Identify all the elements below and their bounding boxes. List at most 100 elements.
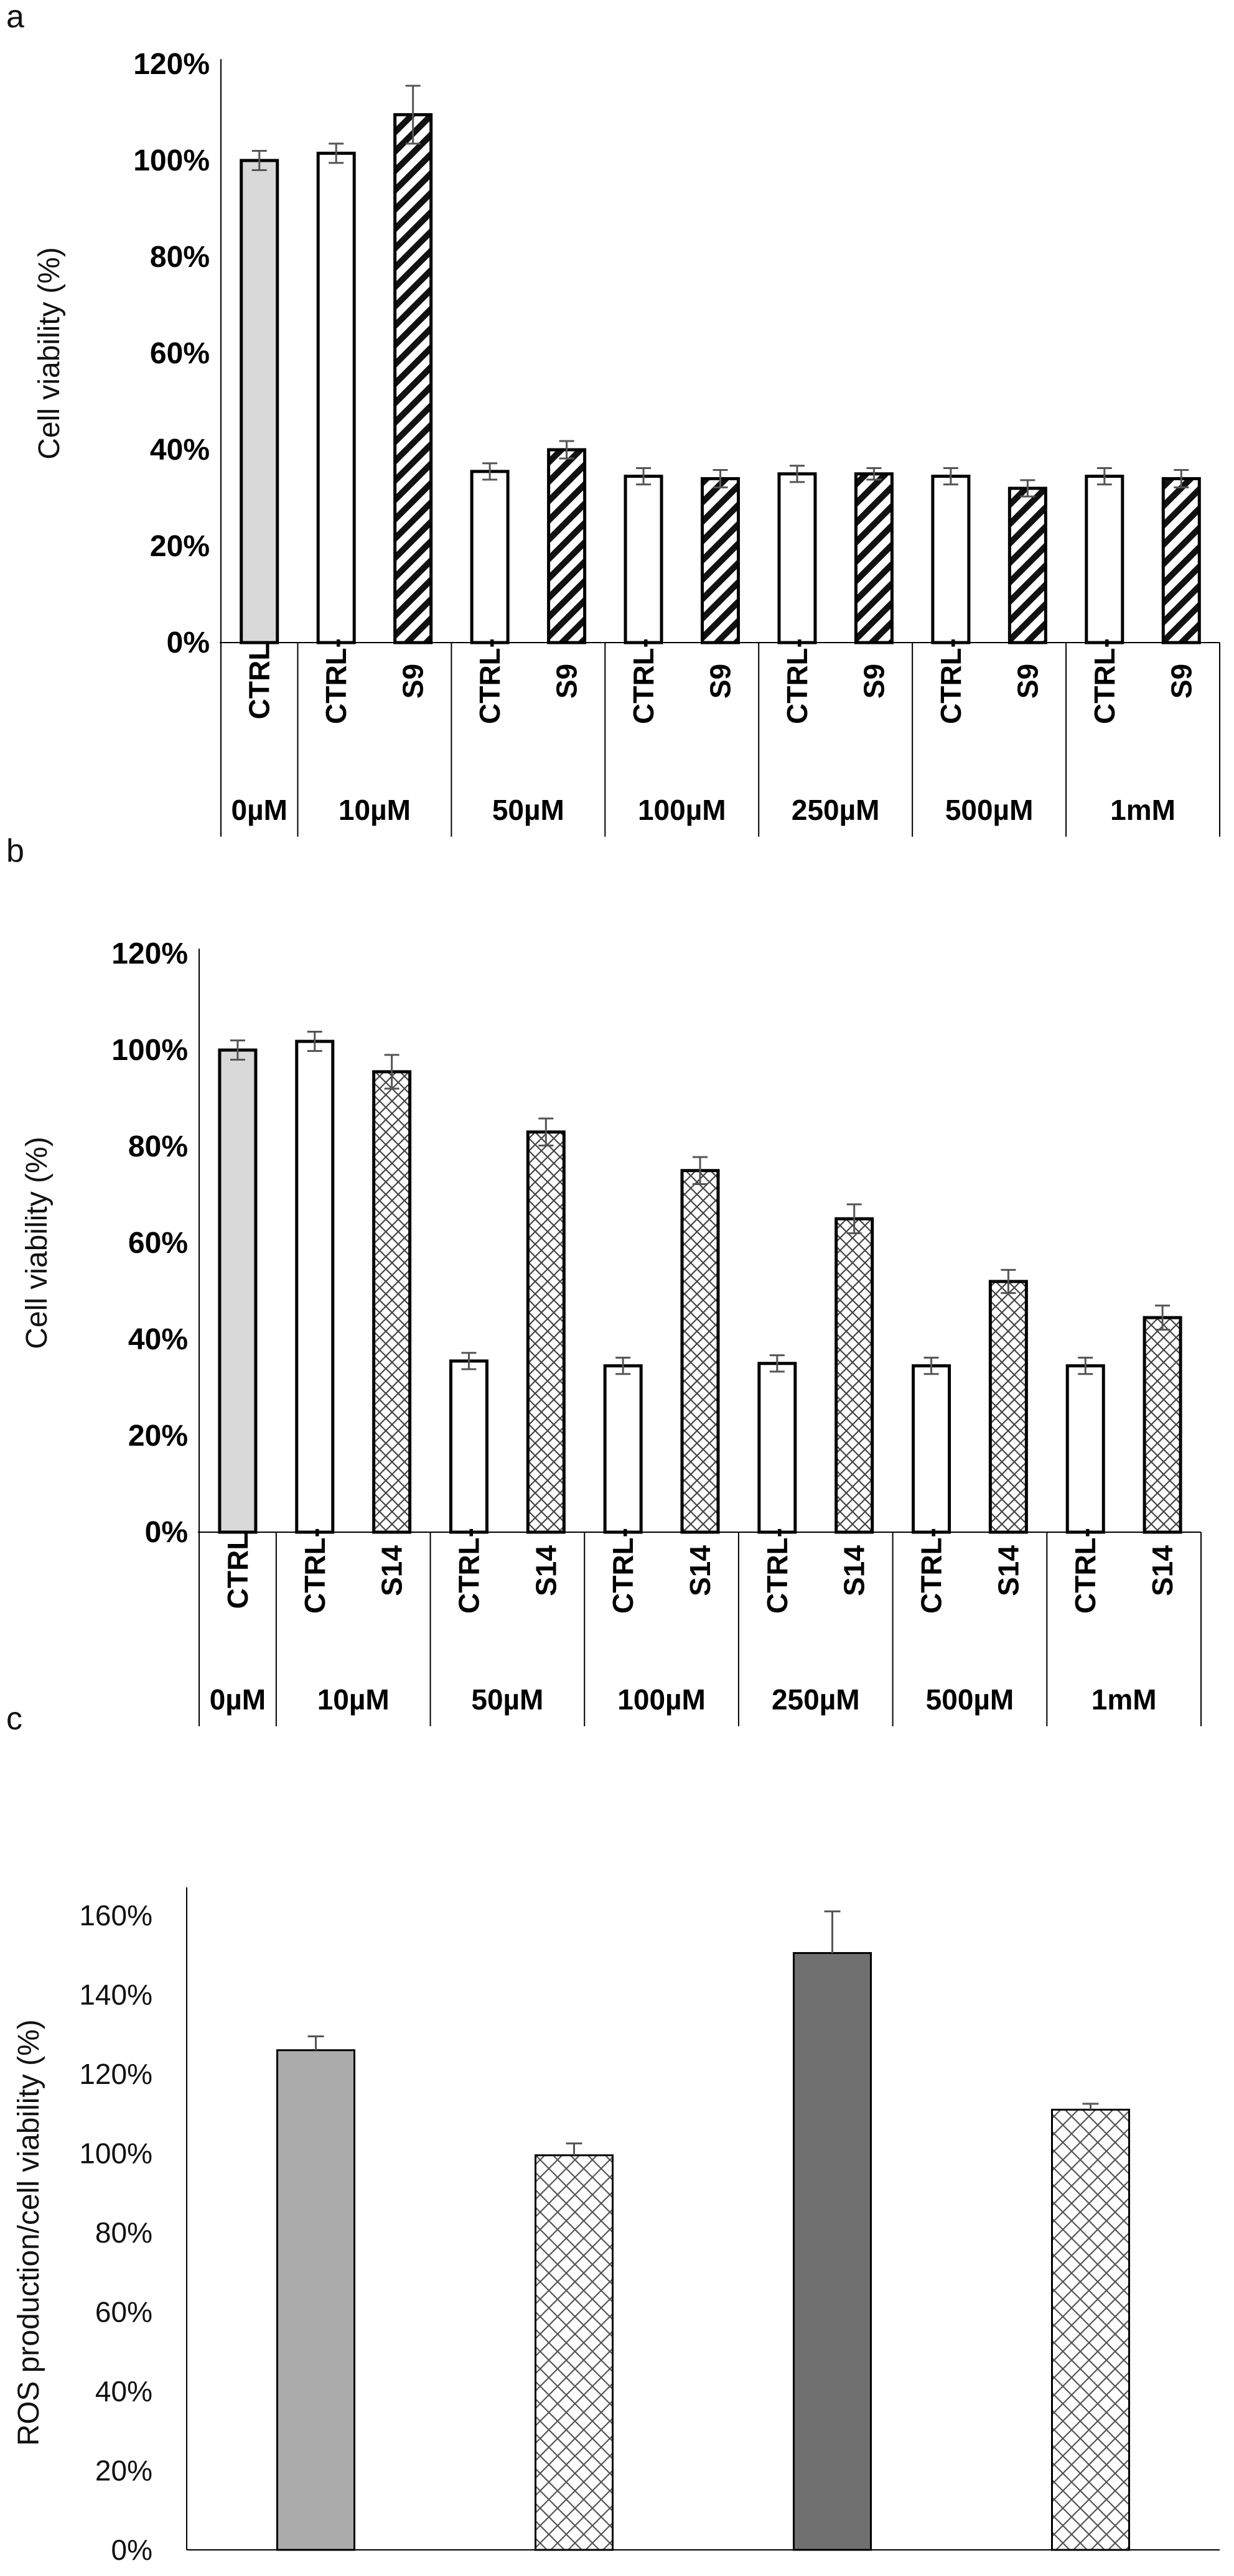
y-tick-label: 40% <box>150 434 210 467</box>
x-category-label: CTRL- <box>915 1528 948 1614</box>
group-label: 1mM <box>1110 794 1176 826</box>
y-tick-label: 80% <box>128 1130 188 1163</box>
group-label: 50µM <box>492 794 564 826</box>
x-category-label: S9 <box>551 664 583 699</box>
bar <box>1065 1364 1105 1534</box>
x-category-label: S9 <box>704 664 737 699</box>
bar <box>1143 1316 1182 1534</box>
y-axis-title: ROS production/cell viability (%) <box>12 2019 45 2446</box>
y-tick-label: 40% <box>128 1323 188 1356</box>
y-tick-label: 160% <box>79 1899 152 1932</box>
bar <box>547 448 587 644</box>
x-category-label: S14 <box>992 1545 1024 1596</box>
chart-b: 0% 20% 40% 60% 80% 100% 120% Cell viability (%)… <box>21 937 1202 1726</box>
y-tick-label: 120% <box>79 2058 152 2090</box>
y-axis-title: Cell viability (%) <box>21 1137 54 1349</box>
x-category-label: CTRL- <box>299 1528 331 1614</box>
x-category-label: 250µM + S14 <box>1005 2572 1177 2576</box>
bar <box>1161 477 1201 644</box>
y-tick-label: 60% <box>128 1227 188 1260</box>
chart-a: 0% 20% 40% 60% 80% 100% 120% Cell viability (%)… <box>33 48 1220 837</box>
y-tick-label: 80% <box>95 2216 152 2249</box>
group-label: 10µM <box>317 1683 390 1716</box>
bar <box>1007 486 1047 644</box>
bar <box>393 113 433 644</box>
y-tick-label: 40% <box>95 2375 152 2407</box>
y-axis-title: Cell viability (%) <box>33 247 66 459</box>
bar <box>218 1048 258 1534</box>
x-category-label: S14 <box>530 1545 562 1596</box>
bar <box>912 1364 951 1534</box>
x-category-label: S9 <box>397 664 429 699</box>
bar <box>701 477 740 644</box>
x-category-label: CTRL- <box>627 638 660 724</box>
x-category-label: CTRL <box>222 1533 254 1609</box>
y-tick-label: 100% <box>111 1034 188 1067</box>
x-category-label: S9 <box>858 664 890 699</box>
x-category-label: CTRL- <box>452 1528 485 1614</box>
bar <box>316 151 356 644</box>
group-label: 50µM <box>471 1683 543 1716</box>
x-category-label: S14 <box>376 1545 408 1596</box>
x-category-label: CTRL- <box>320 638 352 724</box>
x-category-label: S14 <box>684 1545 716 1596</box>
bar <box>757 1362 797 1534</box>
y-tick-label: 20% <box>150 530 210 563</box>
bar <box>535 2154 614 2551</box>
y-tick-label: 120% <box>133 48 210 81</box>
group-label: 100µM <box>617 1683 706 1716</box>
bar <box>624 475 663 644</box>
bar <box>777 472 817 644</box>
bar <box>1085 475 1124 644</box>
bar <box>526 1130 566 1534</box>
x-category-label: CTRL- <box>474 638 506 724</box>
bar <box>372 1070 412 1534</box>
group-label: 1mM <box>1091 1683 1157 1716</box>
y-tick-label: 60% <box>95 2296 152 2328</box>
x-category-label: CTRL- <box>607 1528 639 1614</box>
y-tick-label: 120% <box>111 937 188 970</box>
x-category-label: S9 <box>1011 664 1044 699</box>
x-category-label: CTRL- <box>1069 1528 1101 1614</box>
bar <box>1051 2108 1130 2551</box>
y-tick-label: 60% <box>150 337 210 370</box>
bar <box>603 1364 643 1534</box>
x-category-label: CTRL <box>243 643 276 720</box>
y-tick-label: 140% <box>79 1979 152 2011</box>
x-category-label: CTRL- <box>761 1528 793 1614</box>
y-tick-label: 0% <box>167 626 210 659</box>
x-category-label: S14 <box>1146 1545 1179 1596</box>
bar <box>931 475 971 644</box>
bar <box>793 1952 872 2551</box>
y-tick-label: 80% <box>150 241 210 274</box>
x-category-label: 250µM <box>788 2572 877 2576</box>
y-tick-label: 0% <box>111 2534 152 2566</box>
y-tick-label: 20% <box>128 1420 188 1453</box>
panel-b-label: b <box>6 833 24 869</box>
panel-c-label: c <box>6 1701 22 1737</box>
group-label: 0µM <box>231 794 287 826</box>
group-label: 10µM <box>339 794 411 826</box>
y-tick-label: 20% <box>95 2455 152 2487</box>
y-tick-label: 100% <box>133 144 210 177</box>
x-category-label: CTRL- <box>1088 638 1121 724</box>
group-label: 250µM <box>772 1683 860 1716</box>
chart-c: 0% 20% 40% 60% 80% 100% 120% 140% 160% ROS produc… <box>12 1887 1220 2576</box>
bar <box>240 159 279 644</box>
y-tick-label: 0% <box>145 1516 188 1549</box>
bar <box>680 1169 720 1534</box>
x-category-label: CTRL- <box>935 638 967 724</box>
group-label: 500µM <box>945 794 1034 826</box>
x-category-label: 100µM <box>272 2572 360 2576</box>
bar <box>988 1280 1028 1534</box>
group-label: 500µM <box>926 1683 1014 1716</box>
bar <box>276 2049 355 2551</box>
group-label: 0µM <box>210 1683 266 1716</box>
x-category-label: 100µM + S14 <box>488 2572 660 2576</box>
bar <box>854 472 894 644</box>
bar <box>470 470 510 644</box>
x-category-label: CTRL- <box>781 638 813 724</box>
x-category-label: S9 <box>1165 664 1197 699</box>
panel-a-label: a <box>6 0 24 35</box>
bar <box>295 1039 335 1534</box>
